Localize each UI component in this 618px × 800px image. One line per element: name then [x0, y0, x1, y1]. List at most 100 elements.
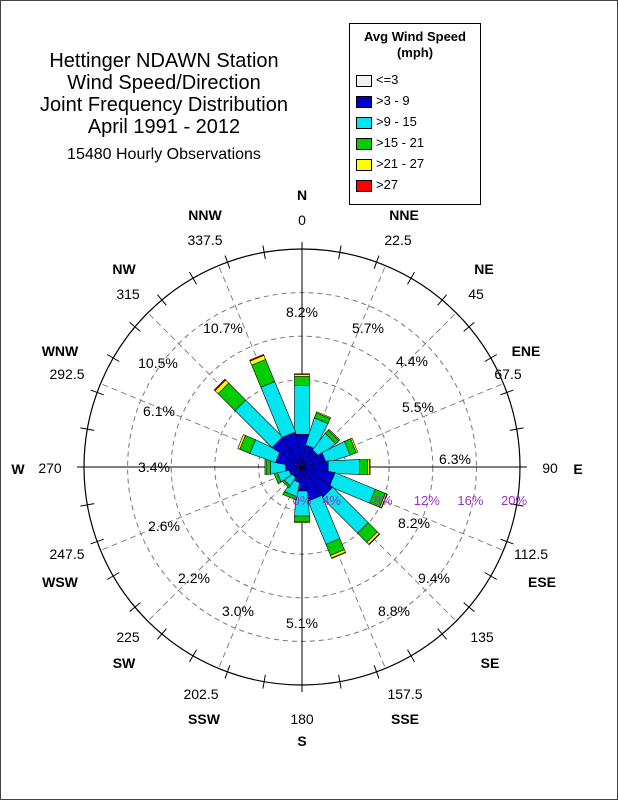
- direction-name-label: SW: [113, 655, 136, 671]
- petal-segment: [294, 521, 310, 523]
- direction-name-label: ENE: [512, 343, 541, 359]
- spoke-line: [301, 466, 386, 669]
- spoke-line: [301, 265, 386, 468]
- tick-mark: [224, 255, 231, 269]
- legend-swatch: [356, 116, 372, 129]
- spoke-line: [218, 265, 303, 468]
- spoke-line: [301, 466, 457, 622]
- ring-label: 8%: [374, 493, 393, 508]
- ring-label: 4%: [322, 493, 341, 508]
- petal-segment: [282, 491, 298, 501]
- tick-mark: [463, 321, 475, 332]
- petal-segment: [315, 411, 332, 419]
- direction-percent-label: 8.8%: [378, 603, 410, 619]
- petal-segment: [265, 459, 271, 475]
- spoke-line: [218, 466, 303, 669]
- direction-percent-label: 5.5%: [402, 399, 434, 415]
- ring-label: 12%: [414, 493, 440, 508]
- tick-mark: [129, 321, 141, 332]
- spoke-line: [301, 312, 457, 468]
- title-line-4: April 1991 - 2012: [87, 116, 241, 138]
- direction-percent-label: 10.5%: [138, 355, 178, 371]
- petal-segment: [294, 373, 310, 375]
- legend-title-line-1: Avg Wind Speed: [364, 29, 466, 44]
- legend-swatch: [356, 95, 372, 108]
- spoke-line: [100, 383, 303, 468]
- direction-name-label: NNW: [188, 207, 222, 223]
- direction-degree-label: 45: [468, 286, 484, 302]
- legend-swatch: [356, 137, 372, 150]
- tick-mark: [484, 572, 498, 580]
- tick-mark: [106, 354, 120, 362]
- direction-degree-label: 157.5: [387, 686, 422, 702]
- tick-mark: [156, 628, 167, 640]
- petal-segment: [237, 434, 246, 450]
- direction-degree-label: 135: [470, 629, 494, 645]
- direction-name-label: S: [297, 733, 306, 749]
- direction-name-label: E: [573, 461, 582, 477]
- ring-label: 0%: [293, 493, 312, 508]
- legend-entry: >27: [356, 177, 398, 192]
- spoke-line: [100, 466, 303, 551]
- tick-mark: [156, 294, 167, 306]
- direction-name-label: SSE: [391, 711, 419, 727]
- direction-name-label: SSW: [188, 711, 221, 727]
- title-line-1: Hettinger NDAWN Station: [49, 50, 279, 72]
- direction-percent-label: 2.6%: [148, 518, 180, 534]
- tick-mark: [90, 538, 104, 545]
- legend-title: Avg Wind Speed (mph): [350, 29, 480, 61]
- petal-segment: [327, 428, 341, 442]
- tick-mark: [437, 628, 448, 640]
- petal-segment: [213, 378, 227, 392]
- ring-label: 20%: [501, 493, 527, 508]
- tick-mark: [262, 674, 266, 689]
- legend-swatch: [356, 158, 372, 171]
- tick-mark: [338, 245, 342, 260]
- tick-mark: [373, 255, 380, 269]
- petal-segment: [367, 459, 370, 475]
- petal-segment: [294, 376, 310, 386]
- petal-segment: [294, 515, 310, 522]
- direction-degree-label: 0: [298, 212, 306, 228]
- petal-segment: [380, 493, 388, 509]
- direction-percent-label: 9.4%: [418, 570, 450, 586]
- spoke-line: [301, 383, 504, 468]
- legend-entry: >15 - 21: [356, 135, 424, 150]
- direction-percent-label: 8.2%: [286, 304, 318, 320]
- petal-segment: [369, 459, 371, 475]
- tick-mark: [106, 572, 120, 580]
- tick-mark: [80, 427, 95, 431]
- direction-percent-label: 3.0%: [222, 603, 254, 619]
- legend-entry: >9 - 15: [356, 114, 417, 129]
- legend-entry: >21 - 27: [356, 156, 424, 171]
- direction-degree-label: 22.5: [384, 232, 411, 248]
- direction-degree-label: 337.5: [187, 232, 222, 248]
- tick-mark: [90, 389, 104, 396]
- direction-degree-label: 247.5: [49, 546, 84, 562]
- direction-percent-label: 6.1%: [143, 403, 175, 419]
- tick-mark: [437, 294, 448, 306]
- direction-degree-label: 90: [542, 460, 558, 476]
- direction-percent-label: 5.1%: [286, 615, 318, 631]
- petal-segment: [249, 353, 265, 362]
- tick-mark: [500, 389, 514, 396]
- legend: Avg Wind Speed (mph) <=3 >3 - 9 >9 - 15 >15…: [349, 23, 481, 205]
- petal-segment: [294, 374, 310, 377]
- legend-title-line-2: (mph): [396, 45, 434, 60]
- direction-name-label: ESE: [528, 574, 556, 590]
- direction-name-label: NNE: [389, 207, 419, 223]
- tick-mark: [509, 503, 524, 507]
- direction-degree-label: 202.5: [183, 686, 218, 702]
- tick-mark: [407, 649, 415, 663]
- tick-mark: [509, 427, 524, 431]
- direction-name-label: WNW: [42, 343, 79, 359]
- tick-mark: [224, 665, 231, 679]
- direction-name-label: NE: [474, 261, 493, 277]
- direction-degree-label: 225: [116, 629, 140, 645]
- direction-degree-label: 180: [290, 711, 314, 727]
- spoke-line: [147, 312, 303, 468]
- tick-mark: [129, 602, 141, 613]
- direction-name-label: W: [11, 461, 25, 477]
- direction-name-label: WSW: [42, 574, 79, 590]
- tick-mark: [484, 354, 498, 362]
